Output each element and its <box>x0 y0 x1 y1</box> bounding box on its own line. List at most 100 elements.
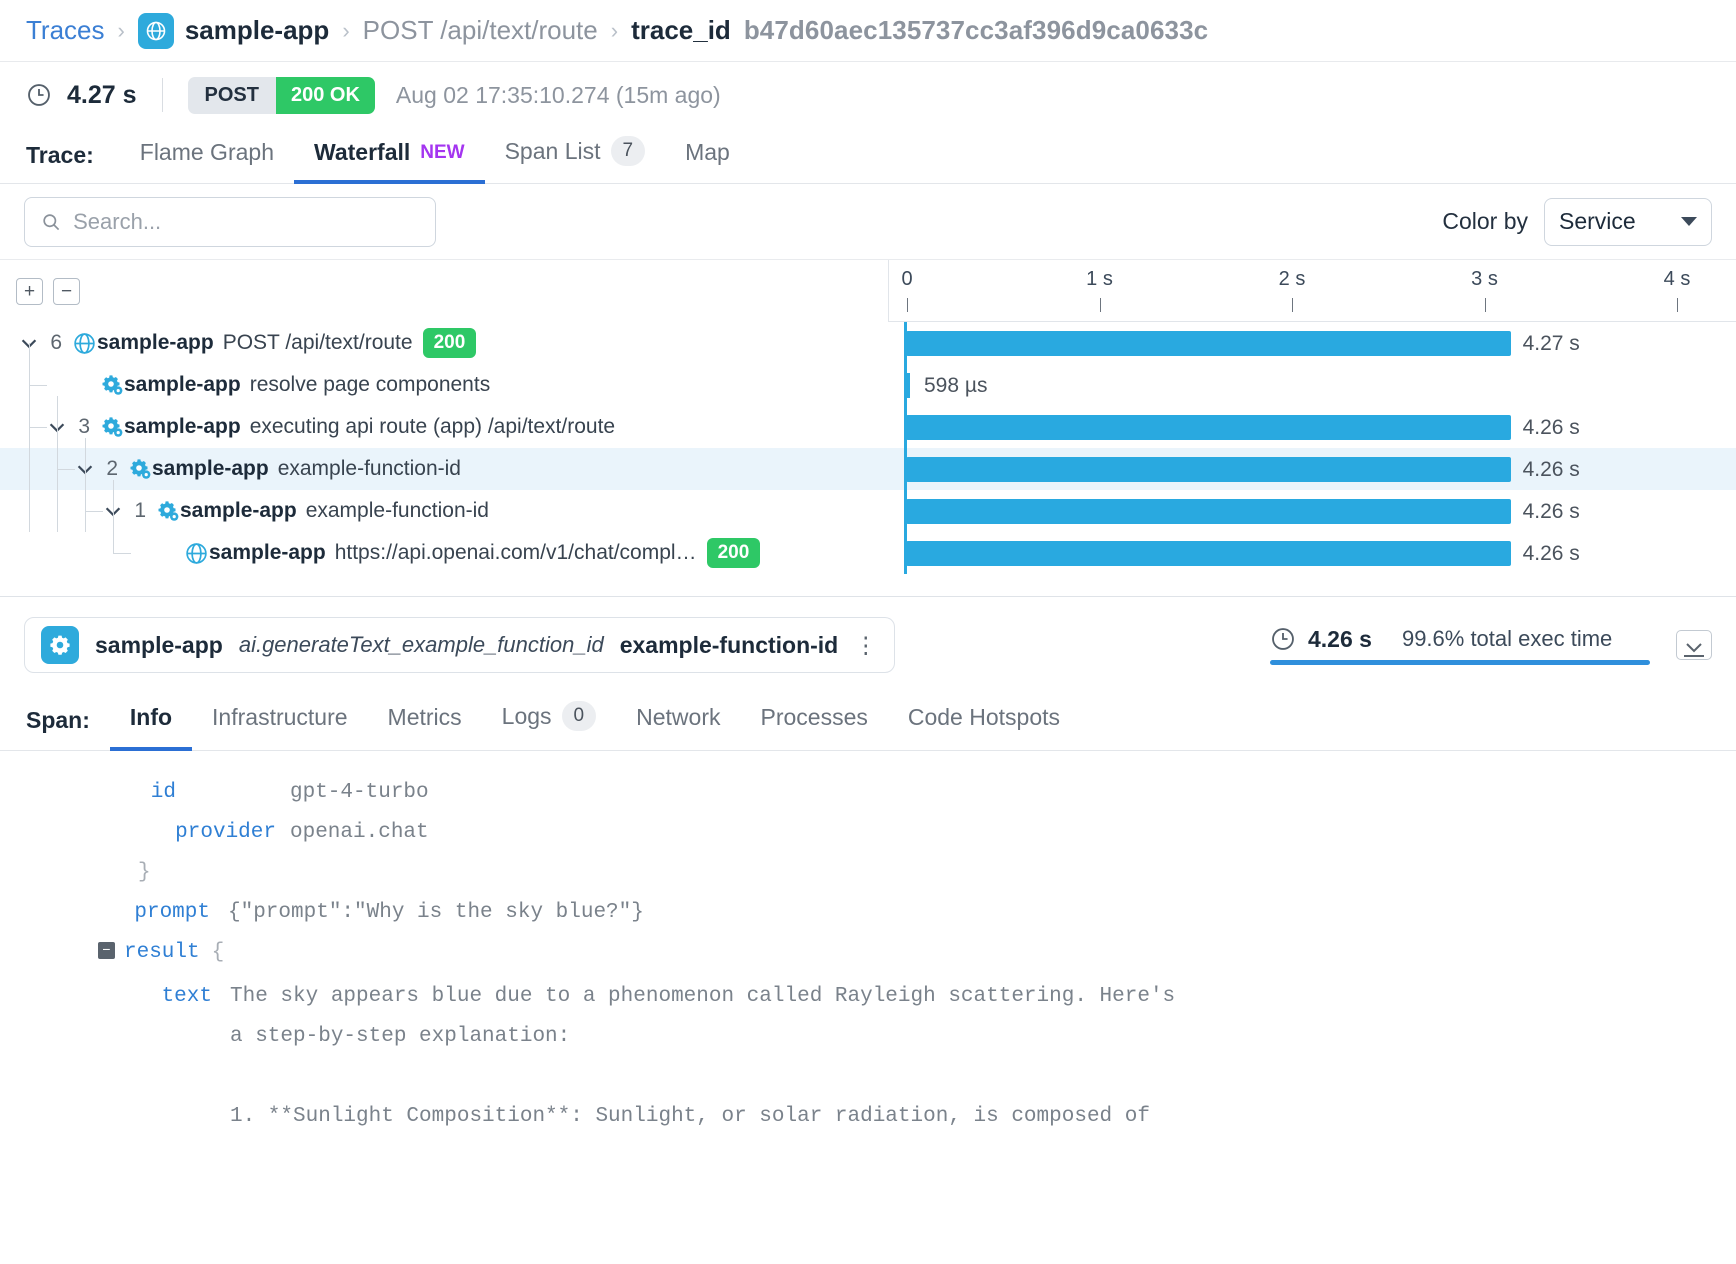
trace-timestamp: Aug 02 17:35:10.274 (15m ago) <box>395 81 721 108</box>
span-duration: 4.26 s <box>1308 625 1372 652</box>
info-line-provider: provider openai.chat <box>0 813 1736 853</box>
waterfall-row[interactable]: sample-app resolve page components 598 µs <box>0 364 1736 406</box>
logs-count-badge: 0 <box>561 701 597 731</box>
waterfall-row-timeline: 4.26 s <box>888 406 1736 448</box>
breadcrumb-service[interactable]: sample-app <box>137 12 330 49</box>
waterfall-bar[interactable] <box>906 373 910 398</box>
tab-code-hotspots[interactable]: Code Hotspots <box>888 704 1080 751</box>
waterfall-row-label: sample-app https://api.openai.com/v1/chat… <box>209 541 697 565</box>
tree-spine <box>29 354 30 532</box>
globe-icon <box>137 12 174 49</box>
waterfall-row-child-count: 6 <box>50 331 62 354</box>
waterfall-row-child-count: 3 <box>78 415 90 438</box>
waterfall-row[interactable]: 3 sample-app executing api route (app) /ap… <box>0 406 1736 448</box>
globe-icon <box>184 541 209 566</box>
clock-icon <box>28 84 50 106</box>
tab-logs[interactable]: Logs 0 <box>482 701 616 751</box>
divider <box>161 78 163 112</box>
span-resource: example-function-id <box>619 631 839 658</box>
span-info-body: id gpt-4-turbo provider openai.chat } pr… <box>0 751 1736 1137</box>
span-service: sample-app <box>95 631 223 658</box>
waterfall-row-left: 6 sample-app POST /api/text/route 200 <box>0 322 888 364</box>
collapse-all-button[interactable]: − <box>53 277 80 305</box>
info-value-text: The sky appears blue due to a phenomenon… <box>230 985 1176 1128</box>
waterfall-row[interactable]: 1 sample-app example-function-id 4.26 s <box>0 490 1736 532</box>
waterfall-row-timeline: 4.26 s <box>888 448 1736 490</box>
gear-icon <box>128 457 152 481</box>
breadcrumb-service-label: sample-app <box>184 15 330 45</box>
waterfall-bar[interactable] <box>906 457 1511 482</box>
span-options-menu[interactable]: ⋮ <box>854 631 879 658</box>
axis-tick-mark <box>1484 298 1486 312</box>
waterfall-bar[interactable] <box>906 499 1511 524</box>
axis-tick-mark <box>1099 298 1101 312</box>
tab-infrastructure[interactable]: Infrastructure <box>192 704 368 751</box>
waterfall-panel: + − 0 1 s 2 s 3 s 4 s 6 sample-app POST /api/t… <box>0 260 1736 597</box>
waterfall-bar[interactable] <box>906 415 1511 440</box>
chevron-down-icon <box>1681 217 1697 226</box>
waterfall-row[interactable]: sample-app https://api.openai.com/v1/chat… <box>0 532 1736 574</box>
waterfall-row[interactable]: 6 sample-app POST /api/text/route 200 4.27 s <box>0 322 1736 364</box>
waterfall-row-operation: example-function-id <box>277 457 461 480</box>
breadcrumb-traces-link[interactable]: Traces <box>26 15 105 45</box>
tab-flame-graph[interactable]: Flame Graph <box>120 139 294 184</box>
tab-map[interactable]: Map <box>665 139 750 184</box>
exec-time-area: 4.26 s 99.6% total exec time <box>1270 626 1712 665</box>
waterfall-bar-duration: 4.26 s <box>1522 416 1580 439</box>
info-value-prompt: {"prompt":"Why is the sky blue?"} <box>228 901 644 924</box>
tab-info-label: Info <box>129 704 173 730</box>
search-box[interactable] <box>24 196 436 247</box>
waterfall-row[interactable]: 2 sample-app example-function-id 4.26 s <box>0 448 1736 490</box>
tab-logs-label: Logs <box>501 702 552 729</box>
tab-network[interactable]: Network <box>616 704 740 751</box>
collapse-panel-button[interactable] <box>1676 630 1712 660</box>
waterfall-bar[interactable] <box>906 541 1511 566</box>
waterfall-row-service: sample-app <box>152 457 269 480</box>
tab-waterfall[interactable]: Waterfall NEW <box>293 139 485 184</box>
gear-icon <box>100 415 124 439</box>
tab-metrics[interactable]: Metrics <box>368 704 482 751</box>
waterfall-row-label: sample-app example-function-id <box>152 457 461 481</box>
breadcrumb-endpoint[interactable]: POST /api/text/route <box>362 15 598 45</box>
collapse-toggle-icon[interactable]: − <box>98 942 115 959</box>
breadcrumb-traceid-label: trace_id <box>631 15 731 45</box>
axis-tick-label: 1 s <box>1086 268 1113 290</box>
expand-all-button[interactable]: + <box>16 277 43 305</box>
new-badge: NEW <box>420 141 465 163</box>
search-icon <box>43 213 60 230</box>
trace-tabs-label: Trace: <box>26 142 94 168</box>
http-status: 200 OK <box>275 76 375 114</box>
tab-info[interactable]: Info <box>109 704 193 751</box>
span-tabs-label: Span: <box>26 707 90 733</box>
waterfall-row-operation: resolve page components <box>249 373 491 396</box>
tab-metrics-label: Metrics <box>387 704 462 730</box>
waterfall-bar[interactable] <box>906 331 1511 356</box>
span-exec-percent: 99.6% total exec time <box>1401 626 1613 651</box>
waterfall-toolbar: Color by Service <box>0 184 1736 260</box>
globe-icon <box>72 331 97 356</box>
tab-processes[interactable]: Processes <box>740 704 887 751</box>
search-input[interactable] <box>73 208 419 235</box>
gear-icon <box>100 373 124 397</box>
waterfall-bar-duration: 4.26 s <box>1522 542 1580 565</box>
tab-span-list[interactable]: Span List 7 <box>485 136 665 184</box>
waterfall-row-label: sample-app POST /api/text/route <box>97 331 413 355</box>
tab-code-hotspots-label: Code Hotspots <box>907 704 1060 730</box>
tab-span-list-label: Span List <box>504 137 601 164</box>
info-line-id: id gpt-4-turbo <box>0 773 1736 813</box>
selected-span-chip[interactable]: sample-app ai.generateText_example_funct… <box>24 617 896 673</box>
tree-connector-elbow <box>113 553 131 554</box>
waterfall-row-timeline: 598 µs <box>888 364 1736 406</box>
waterfall-row-operation: example-function-id <box>305 499 489 522</box>
trace-duration: 4.27 s <box>67 80 137 109</box>
span-tab-bar: Span: Info Infrastructure Metrics Logs 0… <box>0 693 1736 751</box>
color-by-label: Color by <box>1442 208 1528 234</box>
breadcrumb-separator-3: › <box>610 17 619 43</box>
color-by-select[interactable]: Service <box>1544 197 1712 246</box>
waterfall-header: + − 0 1 s 2 s 3 s 4 s <box>0 260 1736 322</box>
info-line-text: text The sky appears blue due to a pheno… <box>0 977 1736 1137</box>
gear-icon <box>156 499 180 523</box>
breadcrumb-traceid-value[interactable]: b47d60aec135737cc3af396d9ca0633c <box>743 15 1209 45</box>
waterfall-row-label: sample-app example-function-id <box>180 499 489 523</box>
waterfall-bar-duration: 598 µs <box>924 374 988 397</box>
